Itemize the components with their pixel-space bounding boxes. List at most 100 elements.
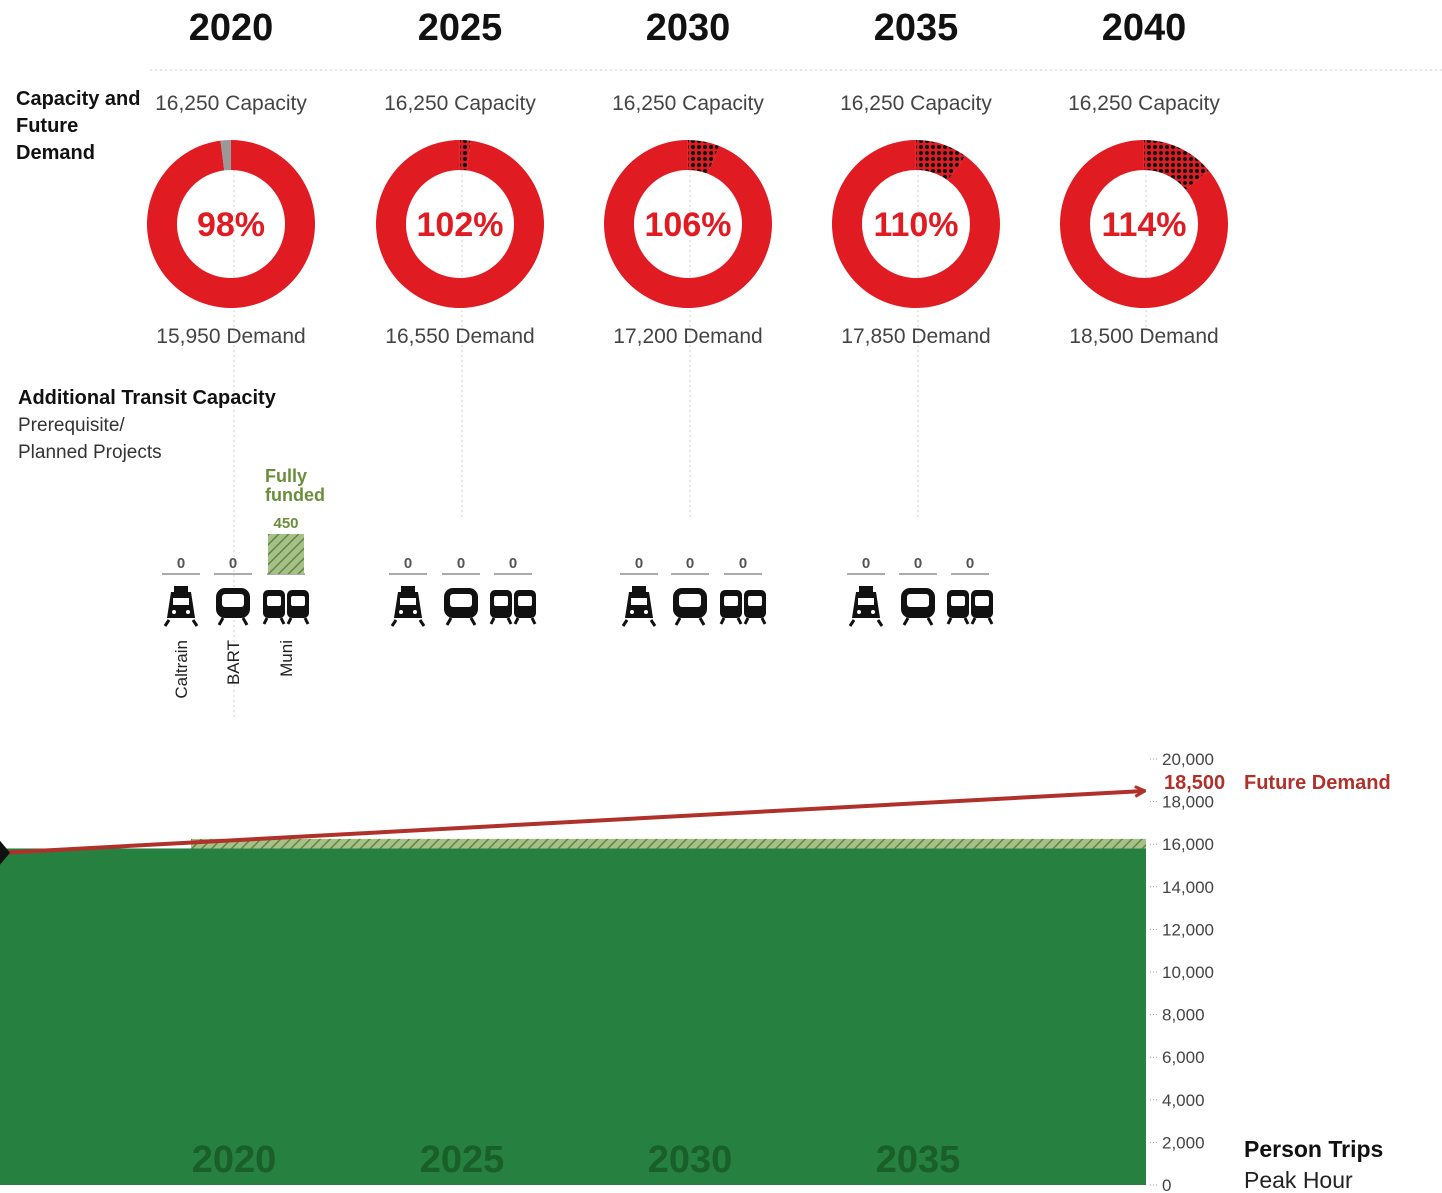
y-axis-label-1: Person Trips (1244, 1136, 1383, 1162)
donut-used-segment (604, 140, 772, 308)
caltrain-icon (390, 586, 426, 627)
fully-funded-label-2: funded (265, 485, 325, 505)
capacity-label: 16,250 Capacity (155, 92, 307, 115)
donut-used-segment (375, 140, 544, 308)
mode-label: Caltrain (172, 640, 191, 699)
y-tick-label: 4,000 (1162, 1091, 1205, 1110)
donut-percent-label: 114% (1101, 206, 1186, 244)
capacity-label: 16,250 Capacity (1068, 92, 1220, 115)
donut-year-label: 2035 (874, 7, 959, 49)
caltrain-icon (848, 586, 884, 627)
y-tick-label: 0 (1162, 1176, 1171, 1193)
mode-label: BART (224, 640, 243, 685)
bar-value-label: 450 (273, 515, 298, 532)
y-tick-label: 2,000 (1162, 1133, 1205, 1152)
donut-2040: 16,250 Capacity 18,500 Demand 114% (1060, 92, 1228, 348)
donut-percent-label: 98% (197, 206, 265, 244)
bart-icon (901, 588, 935, 626)
donut-percent-label: 110% (873, 206, 958, 244)
donut-overflow-segment (916, 140, 966, 181)
bar-value-label: 0 (509, 555, 517, 572)
area-year-label: 2035 (876, 1139, 961, 1181)
additional-capacity-subtitle-1: Prerequisite/ (18, 415, 125, 436)
bar-value-label: 0 (635, 555, 643, 572)
demand-label: 18,500 Demand (1069, 325, 1218, 348)
additional-capacity-title: Additional Transit Capacity (18, 387, 277, 409)
area-year-label: 2025 (420, 1139, 505, 1181)
donut-overflow-segment (688, 140, 719, 174)
muni-icon (946, 590, 994, 625)
capacity-group-2035: 0 0 0 (847, 555, 994, 627)
donut-used-segment (832, 140, 1001, 308)
muni-icon (719, 590, 767, 625)
y-tick-label: 12,000 (1162, 920, 1214, 939)
future-demand-line (3, 791, 1144, 855)
donut-overflow-segment (1144, 140, 1209, 190)
y-tick-label: 6,000 (1162, 1048, 1205, 1067)
fully-funded-label-1: Fully (265, 466, 307, 486)
donut-2025: 16,250 Capacity 16,550 Demand 102% (375, 92, 544, 348)
caltrain-icon (163, 586, 199, 627)
row-label-line: Demand (16, 142, 95, 164)
bar-value-label: 0 (229, 555, 237, 572)
caltrain-icon (621, 586, 657, 627)
donut-2035: 16,250 Capacity 17,850 Demand 110% (832, 92, 1001, 348)
bar-value-label: 0 (862, 555, 870, 572)
y-tick-label: 20,000 (1162, 750, 1214, 769)
capacity-group-2030: 0 0 0 (620, 555, 767, 627)
muni-icon (262, 590, 310, 625)
row-label-line: Future (16, 115, 78, 137)
bar-value-label: 0 (457, 555, 465, 572)
bar-value-label: 0 (177, 555, 185, 572)
bar-value-label: 0 (404, 555, 412, 572)
added-capacity-area (191, 838, 1146, 849)
area-year-label: 2020 (192, 1139, 277, 1181)
donut-year-label: 2030 (646, 7, 731, 49)
demand-label: 17,850 Demand (841, 325, 990, 348)
donut-2020: 16,250 Capacity 15,950 Demand 98% (147, 92, 316, 348)
capacity-label: 16,250 Capacity (612, 92, 764, 115)
capacity-label: 16,250 Capacity (840, 92, 992, 115)
demand-label-text: Future Demand (1244, 772, 1391, 794)
donut-year-label: 2020 (189, 7, 274, 49)
bar-value-label: 0 (686, 555, 694, 572)
additional-capacity-subtitle-2: Planned Projects (18, 442, 162, 463)
demand-start-marker (0, 840, 10, 865)
capacity-bar (268, 534, 304, 574)
area-year-label: 2030 (648, 1139, 733, 1181)
donut-percent-label: 102% (417, 206, 504, 244)
donut-year-label: 2040 (1102, 7, 1187, 49)
capacity-group-2020: 0 0 450 (162, 515, 310, 627)
capacity-group-2025: 0 0 0 (389, 555, 537, 627)
bar-value-label: 0 (914, 555, 922, 572)
mode-label: Muni (277, 640, 296, 677)
bar-value-label: 0 (966, 555, 974, 572)
donut-overflow-segment (460, 140, 471, 171)
row-label-line: Capacity and (16, 88, 140, 110)
y-tick-label: 10,000 (1162, 963, 1214, 982)
demand-label: 16,550 Demand (385, 325, 534, 348)
additional-capacity-bars: 0 0 450 0 0 0 0 0 0 0 0 0 Caltrain BART Muni (162, 515, 994, 699)
donut-2030: 16,250 Capacity 17,200 Demand 106% (604, 92, 772, 348)
donut-used-segment (1060, 140, 1228, 309)
y-tick-label: 18,000 (1162, 793, 1214, 812)
donut-year-label: 2025 (418, 7, 503, 49)
demand-label: 15,950 Demand (156, 325, 305, 348)
donut-used-segment (147, 140, 316, 308)
demand-label-value: 18,500 (1164, 772, 1225, 794)
bar-value-label: 0 (739, 555, 747, 572)
y-axis-label-2: Peak Hour (1244, 1167, 1353, 1193)
y-tick-label: 8,000 (1162, 1006, 1205, 1025)
bart-icon (216, 588, 250, 626)
existing-capacity-area (0, 848, 1146, 1185)
muni-icon (489, 590, 537, 625)
capacity-demand-row-label: Capacity and Future Demand (16, 88, 140, 164)
y-tick-label: 16,000 (1162, 835, 1214, 854)
bart-icon (673, 588, 707, 626)
bart-icon (444, 588, 478, 626)
donut-unused-segment (220, 140, 231, 171)
capacity-area-chart: 2020 2025 2030 2035 0 2,000 4,000 6,000 8,000 10,… (0, 750, 1214, 1193)
donut-percent-label: 106% (645, 206, 732, 244)
